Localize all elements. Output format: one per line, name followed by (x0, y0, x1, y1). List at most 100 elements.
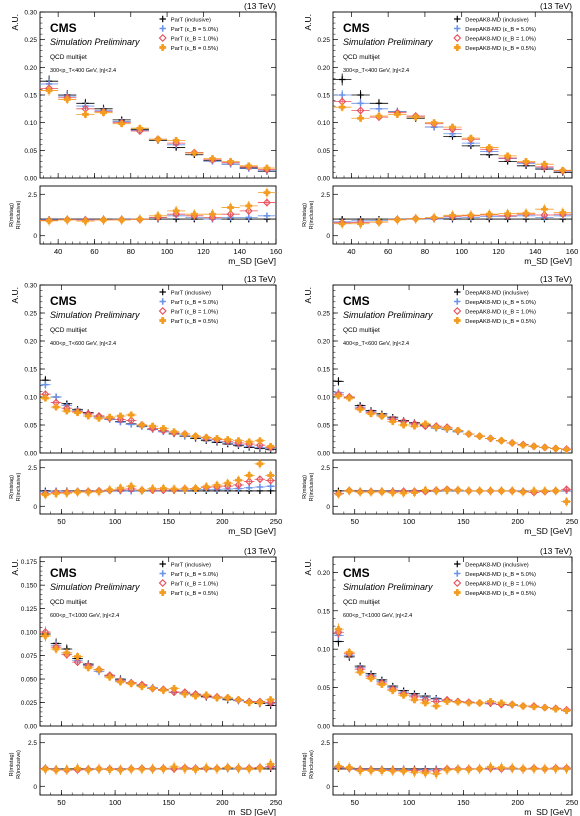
series-3 (40, 630, 276, 707)
data-point (190, 149, 198, 157)
ratio-series-3 (40, 758, 276, 776)
ratio-point (245, 214, 252, 221)
y-tick-label: 0.25 (317, 37, 330, 44)
y-tick-label: 0.075 (21, 653, 38, 660)
x-tick-label: 200 (511, 798, 524, 807)
x-tick-label: 100 (109, 517, 122, 526)
x-axis-label: m_SD [GeV] (524, 256, 572, 266)
y-tick-label: 0.175 (21, 559, 38, 566)
data-point (106, 413, 114, 421)
y-tick-label-zero: 0.00 (24, 451, 37, 458)
experiment-label: CMS (50, 21, 77, 35)
ratio-point (159, 765, 167, 773)
y-tick-label: 0.10 (24, 395, 37, 402)
data-point (170, 428, 178, 436)
ratio-y-label-numerator: R(mistag) (9, 752, 15, 776)
ratio-point (412, 215, 420, 223)
series-2 (40, 626, 276, 707)
data-point (393, 110, 401, 118)
ratio-point (563, 498, 570, 506)
ratio-point (127, 765, 135, 773)
ratio-point (208, 213, 217, 222)
data-point (245, 162, 253, 170)
ratio-point (338, 220, 346, 228)
data-point (443, 698, 451, 705)
data-point (116, 415, 125, 424)
y-tick-label: 0.20 (317, 570, 330, 577)
legend-entry: ParT (inclusive) (171, 18, 211, 24)
data-point (172, 139, 181, 148)
legend-entry: DeepAK8-MD (ε_B = 5.0%) (465, 27, 536, 33)
ratio-point (181, 485, 189, 493)
ratio-point (519, 765, 527, 773)
ratio-point (263, 189, 271, 197)
x-tick-label: 140 (529, 247, 542, 256)
x-tick-label: 80 (421, 247, 429, 256)
ratio-point (154, 212, 162, 220)
data-point (172, 136, 180, 144)
ratio-y-label-numerator: R(mistag) (302, 752, 308, 776)
y-tick-label: 0.05 (24, 148, 37, 155)
status-label: Simulation Preliminary (343, 310, 433, 320)
legend-entry: ParT (inclusive) (171, 563, 211, 569)
ratio-point (400, 489, 408, 497)
data-point (149, 422, 157, 430)
legend-marker (454, 570, 461, 577)
data-point (497, 437, 505, 445)
ratio-point (378, 767, 386, 774)
ratio-point (356, 488, 364, 496)
data-point (181, 430, 189, 438)
data-point (100, 109, 107, 117)
ratio-point (256, 764, 264, 772)
x-tick-label: 100 (109, 798, 122, 807)
ratio-point (244, 206, 253, 215)
ratio-point (63, 489, 71, 497)
legend-marker (159, 288, 166, 296)
y-tick-label: 0.25 (24, 37, 37, 44)
ratio-point (508, 764, 516, 772)
ratio-point (504, 210, 512, 218)
experiment-label: CMS (343, 294, 370, 308)
ratio-y-label-denominator: R(inclusive) (309, 472, 315, 501)
x-tick-label: 50 (57, 798, 65, 807)
data-point (235, 696, 242, 704)
data-point (127, 416, 136, 425)
ratio-point (432, 487, 440, 495)
ratio-point (562, 485, 571, 494)
data-point (552, 445, 560, 452)
x-tick-label: 60 (384, 247, 392, 256)
ratio-y-tick-label: 2.5 (321, 740, 330, 747)
data-point (170, 685, 178, 692)
legend-entry: DeepAK8-MD (ε_B = 0.5%) (465, 46, 536, 52)
ratio-point (541, 205, 548, 213)
data-point (421, 420, 429, 428)
legend-entry: ParT (ε_B = 5.0%) (171, 572, 218, 578)
selection-label: 600<p_T<1000 GeV, |η|<2.4 (50, 613, 119, 619)
ratio-point (235, 476, 242, 484)
legend-marker (453, 307, 462, 315)
legend-marker (158, 34, 167, 42)
series-3 (40, 394, 276, 450)
y-tick-label-zero: 0.00 (317, 176, 330, 183)
x-tick-label: 50 (351, 798, 359, 807)
legend-marker (454, 560, 461, 568)
y-tick-label: 0.10 (317, 120, 330, 127)
legend-entry: DeepAK8-MD (ε_B = 5.0%) (465, 572, 536, 578)
ratio-point (117, 766, 124, 774)
data-point (443, 424, 451, 432)
y-axis-label: A.U. (303, 14, 313, 31)
data-point (45, 87, 53, 94)
data-point (476, 432, 484, 440)
data-point (367, 674, 375, 682)
legend-entry: DeepAK8-MD (ε_B = 1.0%) (465, 310, 536, 316)
data-point (454, 698, 462, 706)
y-axis-label: A.U. (10, 287, 20, 304)
ratio-point (443, 486, 451, 494)
ratio-point (540, 211, 549, 219)
chart-panel-1: (13 TeV) 0.05 0.10 0.15 0.20 0.25 0.30 0.00 A.U.… (9, 1, 282, 266)
legend-marker (454, 15, 461, 23)
data-point (335, 625, 342, 633)
legend-marker (158, 307, 167, 315)
data-point (345, 648, 353, 656)
